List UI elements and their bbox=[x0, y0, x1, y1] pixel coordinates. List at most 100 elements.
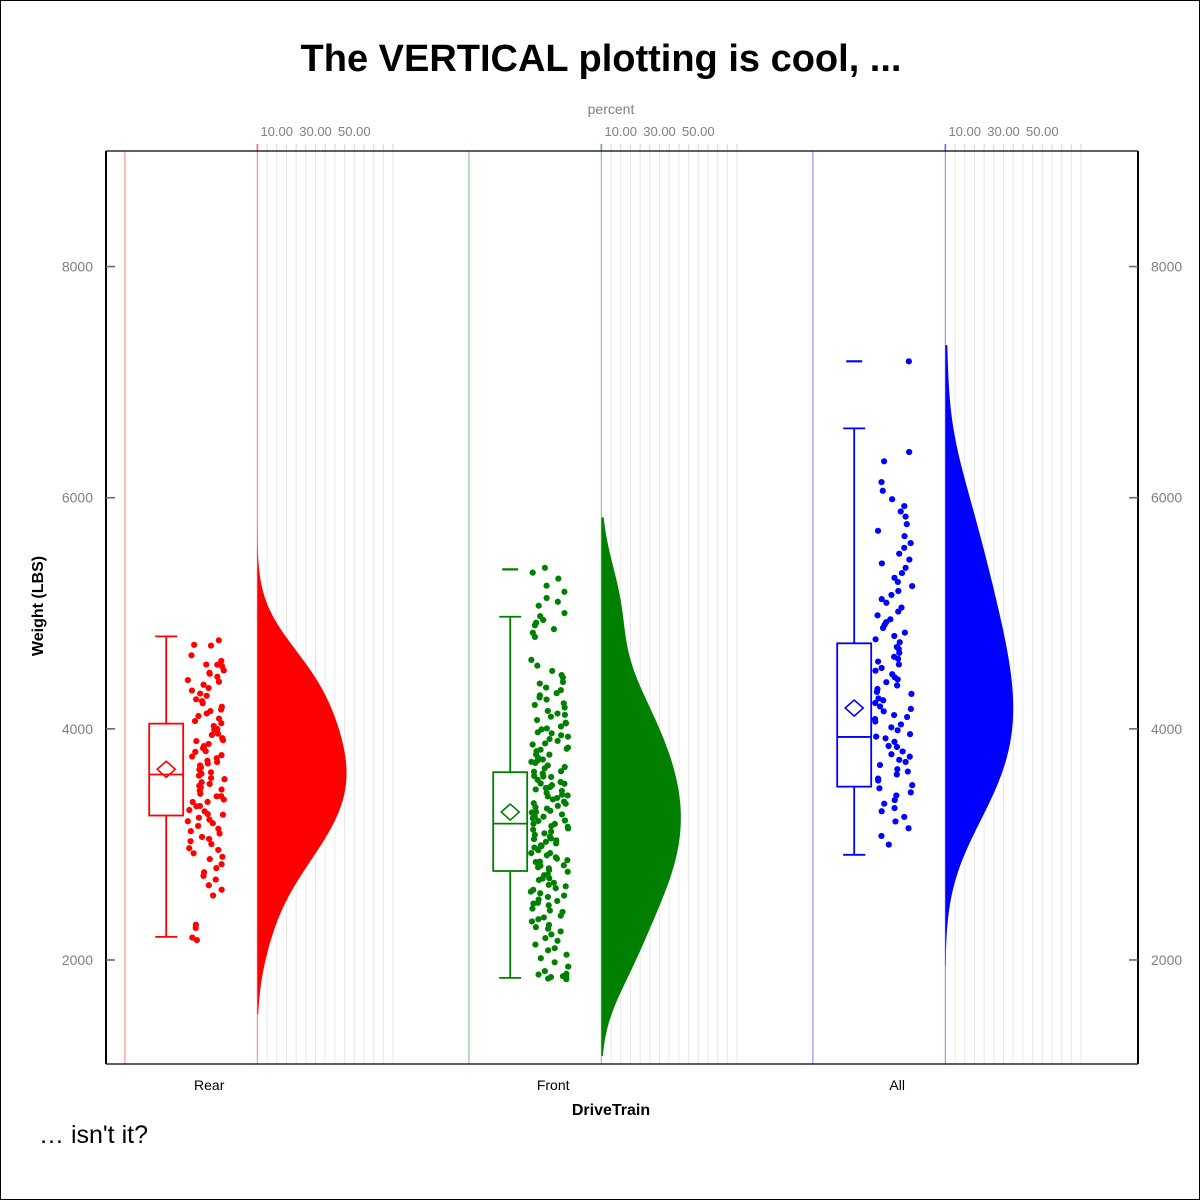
data-point bbox=[872, 636, 879, 643]
data-point bbox=[906, 753, 913, 760]
data-point bbox=[897, 721, 905, 728]
data-point bbox=[895, 655, 902, 662]
data-point bbox=[558, 811, 566, 818]
data-point bbox=[205, 684, 212, 692]
top-axis-tick-label: 50.00 bbox=[682, 124, 715, 139]
data-point bbox=[896, 550, 903, 557]
data-point bbox=[906, 556, 913, 563]
data-point bbox=[534, 729, 541, 736]
data-point bbox=[191, 717, 199, 725]
data-point bbox=[880, 697, 887, 704]
data-point bbox=[546, 751, 553, 758]
data-point bbox=[187, 838, 194, 845]
data-point bbox=[548, 828, 555, 835]
data-point bbox=[557, 928, 564, 935]
data-point bbox=[188, 652, 195, 659]
data-point bbox=[565, 963, 572, 970]
data-point bbox=[215, 715, 223, 722]
data-point bbox=[532, 786, 539, 793]
data-point bbox=[197, 790, 204, 797]
data-point bbox=[219, 737, 227, 744]
gridlines bbox=[124, 151, 1082, 1064]
data-point bbox=[528, 656, 535, 663]
data-point bbox=[548, 730, 555, 737]
data-point bbox=[206, 780, 213, 788]
group-rear bbox=[148, 518, 347, 1015]
group-axis-label-all: All bbox=[889, 1077, 905, 1093]
page-title: The VERTICAL plotting is cool, ... bbox=[301, 38, 902, 80]
data-point bbox=[545, 902, 552, 909]
data-point bbox=[215, 825, 222, 832]
data-point bbox=[894, 682, 901, 689]
data-point bbox=[195, 772, 203, 779]
data-point bbox=[215, 637, 222, 644]
data-point bbox=[186, 806, 193, 814]
data-point bbox=[544, 707, 551, 715]
top-axis-label: percent bbox=[588, 101, 635, 117]
data-point bbox=[546, 907, 553, 914]
data-point bbox=[907, 705, 914, 712]
data-point bbox=[207, 642, 215, 649]
scatter-points-rear bbox=[184, 637, 228, 944]
data-point bbox=[545, 881, 552, 888]
data-point bbox=[537, 890, 544, 897]
data-point bbox=[560, 892, 568, 899]
axis-labels-layer: 10.00 30.00 50.00 Rear 10.00 30.00 50.00 Front 1… bbox=[62, 124, 1183, 1093]
boxplot-rear bbox=[148, 635, 185, 938]
data-point bbox=[530, 836, 538, 843]
data-point bbox=[901, 544, 908, 551]
data-point bbox=[543, 582, 550, 589]
scatter-points-all bbox=[871, 358, 916, 848]
data-point bbox=[548, 931, 555, 938]
data-point bbox=[876, 703, 884, 710]
data-point bbox=[562, 720, 570, 727]
data-point bbox=[542, 740, 549, 747]
data-point bbox=[872, 699, 879, 707]
data-point bbox=[552, 885, 559, 892]
data-point bbox=[559, 674, 566, 681]
footnote-text: … isn't it? bbox=[39, 1121, 148, 1149]
data-point bbox=[537, 955, 544, 962]
data-point bbox=[875, 695, 882, 702]
data-point bbox=[535, 971, 542, 978]
data-point bbox=[532, 941, 539, 948]
data-point bbox=[906, 731, 914, 738]
data-point bbox=[555, 575, 562, 582]
data-point bbox=[528, 850, 535, 857]
data-point bbox=[909, 582, 916, 590]
y-axis-label: Weight (LBS) bbox=[30, 556, 47, 656]
x-axis-label: DriveTrain bbox=[572, 1102, 650, 1119]
data-point bbox=[205, 835, 213, 843]
data-point bbox=[204, 811, 211, 818]
data-point bbox=[564, 857, 571, 864]
data-point bbox=[902, 564, 909, 571]
data-point bbox=[213, 865, 220, 872]
data-point bbox=[218, 752, 225, 759]
data-point bbox=[542, 935, 549, 942]
data-point bbox=[532, 759, 539, 767]
data-point bbox=[894, 766, 901, 773]
top-axis-tick-label: 50.00 bbox=[338, 124, 371, 139]
data-point bbox=[543, 725, 550, 732]
data-point bbox=[195, 814, 203, 821]
data-point bbox=[876, 761, 884, 769]
data-point bbox=[553, 855, 561, 862]
data-point bbox=[905, 825, 912, 832]
data-point bbox=[563, 951, 570, 958]
data-point bbox=[878, 479, 885, 486]
data-point bbox=[200, 681, 207, 688]
data-point bbox=[546, 735, 553, 743]
data-point bbox=[545, 947, 552, 954]
data-point bbox=[899, 748, 906, 755]
data-point bbox=[551, 959, 558, 966]
data-point bbox=[891, 805, 898, 812]
data-point bbox=[206, 670, 213, 677]
data-point bbox=[542, 684, 550, 691]
data-point bbox=[184, 676, 191, 684]
data-point bbox=[880, 458, 888, 465]
y-tick-label-right: 2000 bbox=[1151, 952, 1182, 968]
group-all bbox=[836, 345, 1014, 966]
data-point bbox=[873, 733, 880, 740]
data-point bbox=[530, 900, 537, 907]
data-point bbox=[540, 813, 547, 820]
